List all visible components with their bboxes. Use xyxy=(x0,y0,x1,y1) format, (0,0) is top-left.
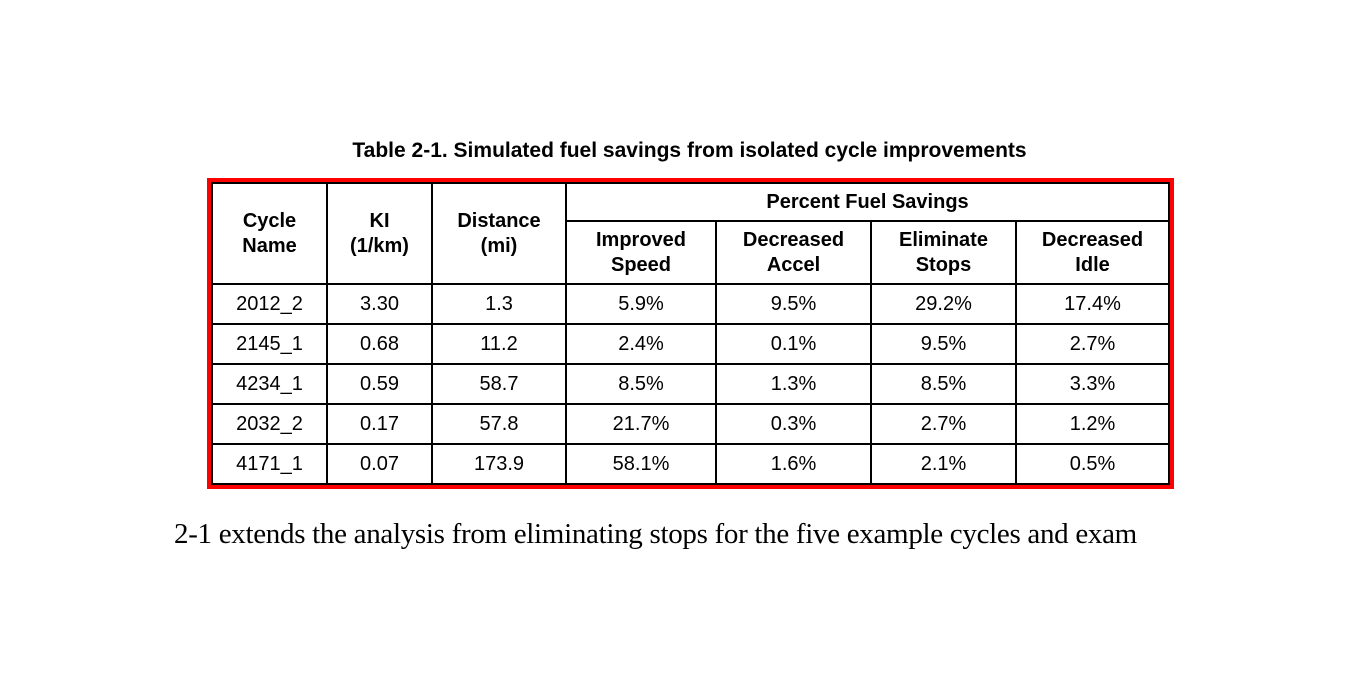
cell-cycle-name: 2145_1 xyxy=(211,323,328,365)
cell-cycle-name: 4171_1 xyxy=(211,443,328,485)
cell-ki: 3.30 xyxy=(326,283,433,325)
fuel-savings-table: Cycle Name KI (1/km) Distance (mi) Perce… xyxy=(211,182,1171,485)
cell-decreased-idle: 2.7% xyxy=(1014,323,1171,365)
cell-ki: 0.68 xyxy=(326,323,433,365)
cell-decreased-accel: 0.3% xyxy=(715,403,872,445)
cell-cycle-name: 2012_2 xyxy=(211,283,328,325)
cell-decreased-idle: 0.5% xyxy=(1014,443,1171,485)
header-eliminate-stops: Eliminate Stops xyxy=(870,220,1017,285)
header-decreased-accel: Decreased Accel xyxy=(715,220,872,285)
cell-ki: 0.59 xyxy=(326,363,433,405)
cell-decreased-accel: 1.6% xyxy=(715,443,872,485)
cell-distance: 1.3 xyxy=(431,283,567,325)
cell-distance: 11.2 xyxy=(431,323,567,365)
header-distance: Distance (mi) xyxy=(431,182,567,285)
cell-eliminate-stops: 2.7% xyxy=(870,403,1017,445)
cell-improved-speed: 21.7% xyxy=(565,403,717,445)
cell-decreased-accel: 9.5% xyxy=(715,283,872,325)
cell-decreased-accel: 0.1% xyxy=(715,323,872,365)
cell-improved-speed: 2.4% xyxy=(565,323,717,365)
cell-ki: 0.07 xyxy=(326,443,433,485)
cell-distance: 173.9 xyxy=(431,443,567,485)
cell-cycle-name: 4234_1 xyxy=(211,363,328,405)
table-row: 2145_1 0.68 11.2 2.4% 0.1% 9.5% 2.7% xyxy=(211,323,1171,365)
table-row: 2012_2 3.30 1.3 5.9% 9.5% 29.2% 17.4% xyxy=(211,283,1171,325)
table-row: 2032_2 0.17 57.8 21.7% 0.3% 2.7% 1.2% xyxy=(211,403,1171,445)
cell-decreased-accel: 1.3% xyxy=(715,363,872,405)
cell-improved-speed: 8.5% xyxy=(565,363,717,405)
cell-distance: 57.8 xyxy=(431,403,567,445)
cell-eliminate-stops: 29.2% xyxy=(870,283,1017,325)
cell-ki: 0.17 xyxy=(326,403,433,445)
header-group-percent-fuel-savings: Percent Fuel Savings xyxy=(564,182,1171,222)
cell-eliminate-stops: 8.5% xyxy=(870,363,1017,405)
table-title: Table 2-1. Simulated fuel savings from i… xyxy=(352,139,1027,162)
cell-improved-speed: 58.1% xyxy=(565,443,717,485)
header-improved-speed: Improved Speed xyxy=(565,220,717,285)
cell-decreased-idle: 1.2% xyxy=(1014,403,1171,445)
header-ki: KI (1/km) xyxy=(326,182,433,285)
cell-cycle-name: 2032_2 xyxy=(211,403,328,445)
cell-eliminate-stops: 2.1% xyxy=(870,443,1017,485)
cell-decreased-idle: 3.3% xyxy=(1014,363,1171,405)
cell-improved-speed: 5.9% xyxy=(565,283,717,325)
header-decreased-idle: Decreased Idle xyxy=(1014,220,1171,285)
cell-distance: 58.7 xyxy=(431,363,567,405)
body-text-fragment: 2-1 extends the analysis from eliminatin… xyxy=(174,518,1137,550)
cell-decreased-idle: 17.4% xyxy=(1014,283,1171,325)
red-annotation-box: Cycle Name KI (1/km) Distance (mi) Perce… xyxy=(207,178,1175,489)
header-cycle-name: Cycle Name xyxy=(211,182,328,285)
table-row: 4171_1 0.07 173.9 58.1% 1.6% 2.1% 0.5% xyxy=(211,443,1171,485)
table-row: 4234_1 0.59 58.7 8.5% 1.3% 8.5% 3.3% xyxy=(211,363,1171,405)
cell-eliminate-stops: 9.5% xyxy=(870,323,1017,365)
